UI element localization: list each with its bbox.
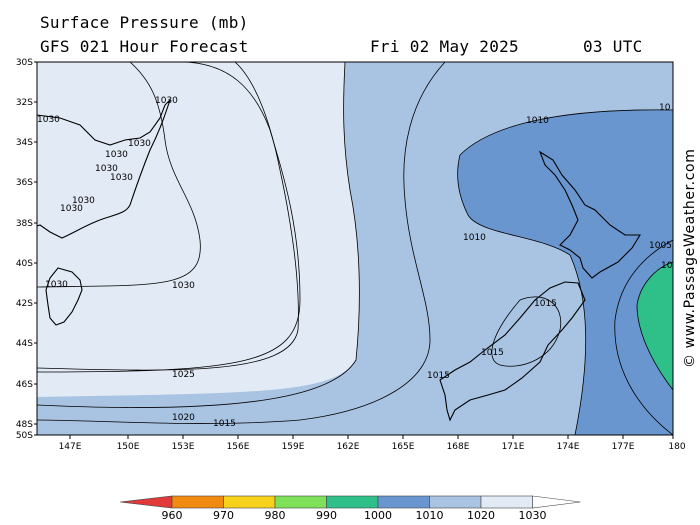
lon-tick-label: 168E bbox=[447, 442, 470, 452]
isobar-label: 1030 bbox=[110, 173, 133, 183]
isobar-label: 1030 bbox=[172, 281, 195, 291]
tasmania-coast bbox=[45, 267, 83, 326]
legend-label: 990 bbox=[316, 509, 337, 522]
nz-south-island bbox=[439, 281, 586, 422]
legend-swatch bbox=[377, 495, 430, 509]
legend-swatch bbox=[223, 495, 276, 509]
longitude-tick-marks bbox=[69, 435, 674, 439]
legend-label: 980 bbox=[265, 509, 286, 522]
isobar-label: 1030 bbox=[60, 204, 83, 214]
isobar-label: 1030 bbox=[95, 164, 118, 174]
legend-label: 1000 bbox=[364, 509, 392, 522]
isobar-label: 1030 bbox=[105, 150, 128, 160]
legend-swatch bbox=[171, 495, 224, 509]
isobar-label: 1025 bbox=[172, 370, 195, 380]
lon-tick-label: 180 bbox=[668, 442, 685, 452]
legend-swatch bbox=[429, 495, 482, 509]
coastline-layer bbox=[37, 99, 641, 464]
isobar-label: 10 bbox=[659, 103, 671, 113]
legend-swatch bbox=[274, 495, 327, 509]
latitude-tick-marks bbox=[34, 61, 37, 436]
lat-tick-label: 34S bbox=[16, 138, 33, 148]
lon-tick-label: 153E bbox=[172, 442, 195, 452]
isobar-label: 1030 bbox=[37, 115, 60, 125]
lat-tick-label: 46S bbox=[16, 380, 33, 390]
legend-arrow-high bbox=[532, 495, 581, 509]
legend-swatch bbox=[326, 495, 379, 509]
forecast-label: GFS 021 Hour Forecast bbox=[40, 37, 249, 56]
isobar-label: 1015 bbox=[534, 299, 557, 309]
isobar-1010 bbox=[459, 109, 673, 156]
lon-tick-label: 162E bbox=[337, 442, 360, 452]
isobar-label: 1015 bbox=[481, 348, 504, 358]
band-1010-east bbox=[457, 109, 673, 435]
isobar-1030-west bbox=[37, 62, 301, 373]
legend-swatch bbox=[480, 495, 533, 509]
isobar-label: 10 bbox=[661, 261, 673, 271]
isobar-1010-b bbox=[457, 154, 587, 435]
forecast-date: Fri 02 May 2025 bbox=[370, 37, 519, 56]
lat-tick-label: 40S bbox=[16, 259, 33, 269]
lat-tick-label: 36S bbox=[16, 178, 33, 188]
longitude-axis: 147E 150E 153E 156E 159E 162E 165E 168E … bbox=[59, 442, 686, 452]
lat-tick-label: 44S bbox=[16, 339, 33, 349]
credit-text: © www.PassageWeather.com bbox=[682, 149, 698, 368]
isobar-1030 bbox=[37, 62, 201, 288]
lat-tick-label: 32S bbox=[16, 98, 33, 108]
lat-tick-label: 38S bbox=[16, 219, 33, 229]
lat-tick-label: 42S bbox=[16, 299, 33, 309]
isobar-1020 bbox=[37, 62, 360, 408]
lon-tick-label: 174E bbox=[557, 442, 580, 452]
isobar-label: 1030 bbox=[128, 139, 151, 149]
isobar-1005 bbox=[614, 239, 673, 435]
map-title: Surface Pressure (mb) bbox=[40, 13, 249, 32]
pressure-legend: 960 970 980 990 1000 1010 1020 1030 bbox=[119, 495, 581, 522]
lon-tick-label: 159E bbox=[282, 442, 305, 452]
stewart-island bbox=[448, 450, 464, 464]
nz-north-island bbox=[538, 150, 641, 279]
isobar-1000 bbox=[636, 261, 673, 391]
map-frame bbox=[36, 61, 674, 436]
isobar-label: 1030 bbox=[155, 96, 178, 106]
lon-tick-label: 147E bbox=[59, 442, 82, 452]
legend-label: 960 bbox=[162, 509, 183, 522]
isobar-label: 1020 bbox=[172, 413, 195, 423]
isobar-label: 1010 bbox=[463, 233, 486, 243]
isobar-label: 1030 bbox=[45, 280, 68, 290]
lon-tick-label: 165E bbox=[392, 442, 415, 452]
lon-tick-label: 177E bbox=[612, 442, 635, 452]
lat-tick-label: 50S bbox=[16, 431, 33, 441]
isobar-1025 bbox=[37, 62, 299, 371]
lon-tick-label: 171E bbox=[502, 442, 525, 452]
isobar-label: 1005 bbox=[649, 241, 672, 251]
legend-label: 1020 bbox=[467, 509, 495, 522]
legend-label: 1030 bbox=[519, 509, 547, 522]
pressure-fill-layer bbox=[37, 62, 673, 435]
isobar-layer bbox=[37, 62, 673, 435]
legend-label: 970 bbox=[213, 509, 234, 522]
legend-arrow-low bbox=[119, 495, 173, 509]
band-1000 bbox=[637, 262, 673, 390]
australia-coast bbox=[37, 99, 171, 239]
lon-tick-label: 150E bbox=[117, 442, 140, 452]
lat-tick-label: 30S bbox=[16, 58, 33, 68]
isobar-label: 1015 bbox=[427, 371, 450, 381]
isobar-label: 1010 bbox=[526, 116, 549, 126]
isobar-1015 bbox=[37, 62, 446, 424]
isobar-label: 1015 bbox=[213, 419, 236, 429]
lat-tick-label: 48S bbox=[16, 420, 33, 430]
latitude-axis: 30S 32S 34S 36S 38S 40S 42S 44S 46S 48S … bbox=[16, 58, 33, 441]
forecast-time: 03 UTC bbox=[583, 37, 643, 56]
legend-label: 1010 bbox=[416, 509, 444, 522]
isobar-label-layer: 1030 1030 1030 1030 1030 1030 1030 1030 … bbox=[37, 96, 673, 429]
isobar-label: 1030 bbox=[72, 196, 95, 206]
isobar-1015-nz bbox=[491, 296, 562, 367]
lon-tick-label: 156E bbox=[227, 442, 250, 452]
